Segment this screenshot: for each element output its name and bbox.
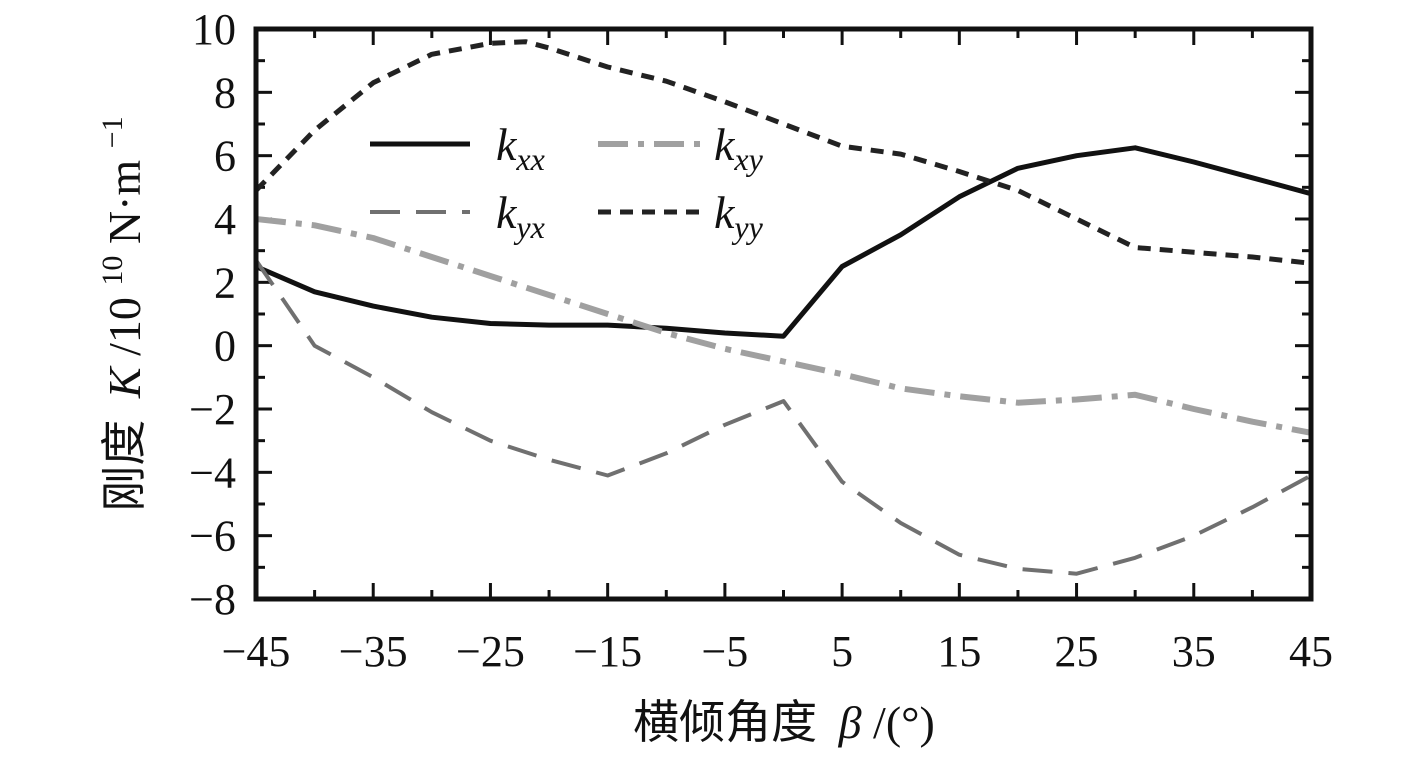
y-axis-label-prefix: 刚度 <box>99 420 150 512</box>
legend-label-kxy: kxy <box>714 119 764 177</box>
x-axis-label-prefix: 横倾角度 <box>633 697 817 748</box>
y-axis-label-unit-tail-exp: −1 <box>96 116 129 148</box>
legend-label-kyx: kyx <box>496 187 545 245</box>
series-lines <box>256 39 1311 576</box>
legend: kxx kxy kyx kyy <box>370 119 764 245</box>
x-tick-label: −15 <box>573 627 642 676</box>
x-tick-label: −45 <box>222 627 291 676</box>
x-tick-label: −35 <box>339 627 408 676</box>
series-line-kyy <box>256 39 1311 266</box>
plot-frame <box>253 26 1314 602</box>
y-tick-label: 0 <box>214 322 236 371</box>
y-tick-label: −4 <box>189 448 236 497</box>
y-axis-label-unit-tail: N·m <box>99 160 150 245</box>
y-axis-label-symbol: K <box>99 365 150 399</box>
y-tick-label: 4 <box>214 195 236 244</box>
x-tick-label: 25 <box>1055 627 1099 676</box>
x-axis-label: 横倾角度 β /(°) <box>633 697 935 748</box>
series-line-kxy <box>256 216 1311 436</box>
x-axis-label-symbol: β <box>838 697 862 748</box>
y-tick-label: −6 <box>189 512 236 561</box>
x-axis-label-unit: /(°) <box>873 697 935 748</box>
y-tick-label: 6 <box>214 132 236 181</box>
legend-item-kyx: kyx <box>370 187 545 245</box>
x-tick-label: 5 <box>831 627 853 676</box>
legend-label-kyy: kyy <box>714 187 764 245</box>
y-tick-label: −8 <box>189 575 236 624</box>
legend-label-kxx: kxx <box>496 119 545 177</box>
x-tick-label: −5 <box>701 627 748 676</box>
y-tick-labels: −8 −6 −4 −2 0 2 4 6 8 10 <box>189 5 236 624</box>
x-tick-label: −25 <box>456 627 525 676</box>
y-tick-label: −2 <box>189 385 236 434</box>
legend-item-kxy: kxy <box>598 119 764 177</box>
y-tick-label: 2 <box>214 258 236 307</box>
y-tick-label: 8 <box>214 68 236 117</box>
legend-item-kyy: kyy <box>598 187 764 245</box>
legend-item-kxx: kxx <box>370 119 545 177</box>
y-tick-label: 10 <box>192 5 236 54</box>
y-axis-label-unit-exp: 10 <box>96 256 129 286</box>
x-tick-label: 35 <box>1172 627 1216 676</box>
series-line-kyx <box>256 259 1311 576</box>
y-axis-label-unit-base: /10 <box>99 297 150 356</box>
y-axis-label: 刚度 K /10 10 N·m −1 <box>81 116 150 511</box>
x-tick-labels: −45 −35 −25 −15 −5 5 15 25 35 45 <box>222 627 1333 676</box>
series-line-kxx <box>256 145 1311 339</box>
x-tick-label: 15 <box>937 627 981 676</box>
x-tick-label: 45 <box>1289 627 1333 676</box>
